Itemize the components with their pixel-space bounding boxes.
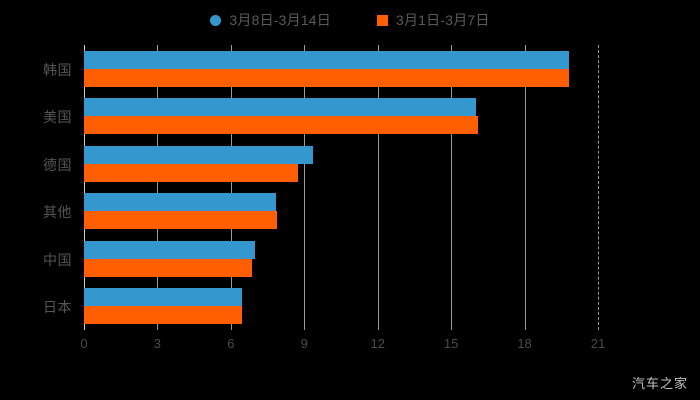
gridline-x-3 — [157, 45, 159, 330]
x-tick-label-18: 18 — [517, 336, 532, 351]
bar-中国-series-1[interactable] — [84, 258, 252, 277]
chart-legend: 3月8日-3月14日 3月1日-3月7日 — [0, 8, 700, 32]
x-tick-label-15: 15 — [443, 336, 459, 351]
plot-area — [84, 45, 599, 330]
bar-日本-series-1[interactable] — [84, 306, 242, 325]
bar-中国-series-0[interactable] — [84, 240, 256, 259]
y-category-label-其他: 其他 — [43, 204, 72, 221]
gridline-x-21 — [598, 45, 599, 330]
watermark: 汽车之家 — [631, 376, 688, 391]
bar-德国-series-0[interactable] — [84, 145, 313, 164]
gridline-x-15 — [451, 45, 453, 330]
y-category-label-美国: 美国 — [43, 109, 72, 126]
bar-其他-series-1[interactable] — [84, 211, 278, 230]
gridline-x-18 — [524, 45, 526, 330]
bar-美国-series-1[interactable] — [84, 116, 479, 135]
x-tick-label-0: 0 — [80, 336, 88, 351]
bar-韩国-series-1[interactable] — [84, 68, 569, 87]
x-tick-label-9: 9 — [300, 336, 308, 351]
y-category-label-韩国: 韩国 — [43, 61, 72, 78]
bar-韩国-series-0[interactable] — [84, 50, 569, 69]
legend-label-series-1: 3月1日-3月7日 — [395, 12, 490, 28]
y-category-label-日本: 日本 — [43, 299, 72, 316]
legend-item-series-0[interactable]: 3月8日-3月14日 — [210, 13, 331, 27]
legend-item-series-1[interactable]: 3月1日-3月7日 — [376, 12, 490, 28]
legend-marker-circle-icon — [210, 14, 222, 26]
gridline-x-12 — [377, 45, 379, 330]
gridline-x-9 — [304, 45, 306, 330]
bar-德国-series-1[interactable] — [84, 163, 299, 182]
bar-其他-series-0[interactable] — [84, 193, 277, 212]
x-tick-label-12: 12 — [370, 336, 385, 351]
bar-日本-series-0[interactable] — [84, 288, 242, 307]
gridline-x-0 — [84, 45, 85, 330]
y-category-label-德国: 德国 — [43, 156, 72, 173]
x-tick-label-21: 21 — [590, 336, 606, 351]
y-category-label-中国: 中国 — [43, 251, 72, 268]
legend-marker-square-icon — [376, 14, 388, 26]
gridline-x-6 — [230, 45, 232, 330]
x-tick-label-3: 3 — [153, 336, 162, 351]
legend-label-series-0: 3月8日-3月14日 — [229, 12, 331, 28]
x-tick-label-6: 6 — [227, 336, 235, 351]
bar-美国-series-0[interactable] — [84, 98, 476, 117]
